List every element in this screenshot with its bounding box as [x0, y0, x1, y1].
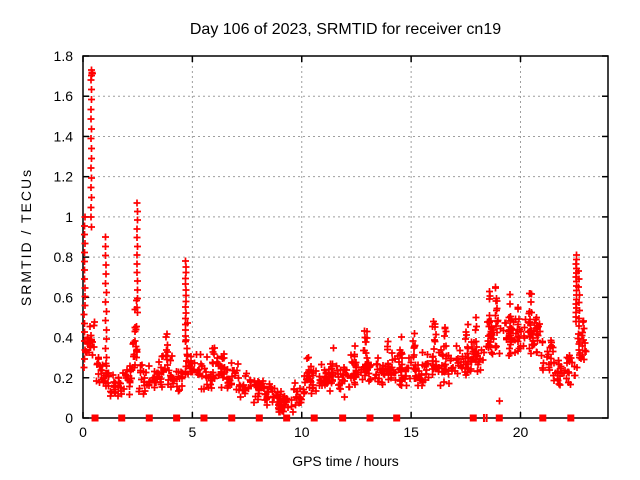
y-tick-label: 1.8: [54, 48, 74, 64]
zero-marker-square: [255, 414, 263, 422]
y-tick-label: 0: [65, 410, 73, 426]
zero-marker-bar: [482, 414, 485, 422]
zero-marker-square: [495, 414, 503, 422]
zero-marker-square: [173, 414, 181, 422]
y-tick-label: 1.2: [54, 169, 74, 185]
chart-title: Day 106 of 2023, SRMTID for receiver cn1…: [190, 21, 501, 38]
x-tick-label: 15: [403, 424, 419, 440]
zero-marker-square: [310, 414, 318, 422]
zero-marker-square: [469, 414, 477, 422]
zero-marker-square: [91, 414, 99, 422]
zero-marker-square: [228, 414, 236, 422]
x-tick-label: 0: [79, 424, 87, 440]
x-tick-label: 20: [513, 424, 529, 440]
zero-marker-square: [567, 414, 575, 422]
y-tick-label: 1.6: [54, 88, 74, 104]
x-tick-labels: 0 5 10 15 20: [79, 424, 528, 440]
zero-marker-square: [539, 414, 547, 422]
y-tick-label: 0.4: [54, 330, 74, 346]
plot-border-rect: [82, 55, 609, 419]
data-points: [80, 66, 590, 416]
axis-ticks: [82, 55, 608, 419]
y-tick-label: 1.4: [54, 128, 74, 144]
y-axis-title: SRMTID / TECUs: [18, 168, 34, 306]
grid-lines: [83, 56, 608, 418]
zero-marker-bar: [485, 414, 488, 422]
zero-marker-square: [339, 414, 347, 422]
zero-marker-square: [118, 414, 126, 422]
zero-marker-square: [200, 414, 208, 422]
x-tick-label: 10: [294, 424, 310, 440]
y-tick-label: 0.2: [54, 370, 74, 386]
y-tick-label: 0.6: [54, 289, 74, 305]
zero-marker-square: [283, 414, 291, 422]
y-tick-labels: 0 0.2 0.4 0.6 0.8 1 1.2 1.4 1.6 1.8: [54, 48, 74, 426]
zero-level-markers: [91, 414, 575, 422]
x-axis-title: GPS time / hours: [292, 453, 399, 469]
y-tick-label: 0.8: [54, 249, 74, 265]
zero-marker-square: [393, 414, 401, 422]
y-tick-label: 1: [65, 209, 73, 225]
zero-marker-square: [145, 414, 153, 422]
zero-marker-square: [366, 414, 374, 422]
x-tick-label: 5: [188, 424, 196, 440]
plot-border: [82, 55, 609, 419]
scatter-points: [80, 66, 590, 416]
